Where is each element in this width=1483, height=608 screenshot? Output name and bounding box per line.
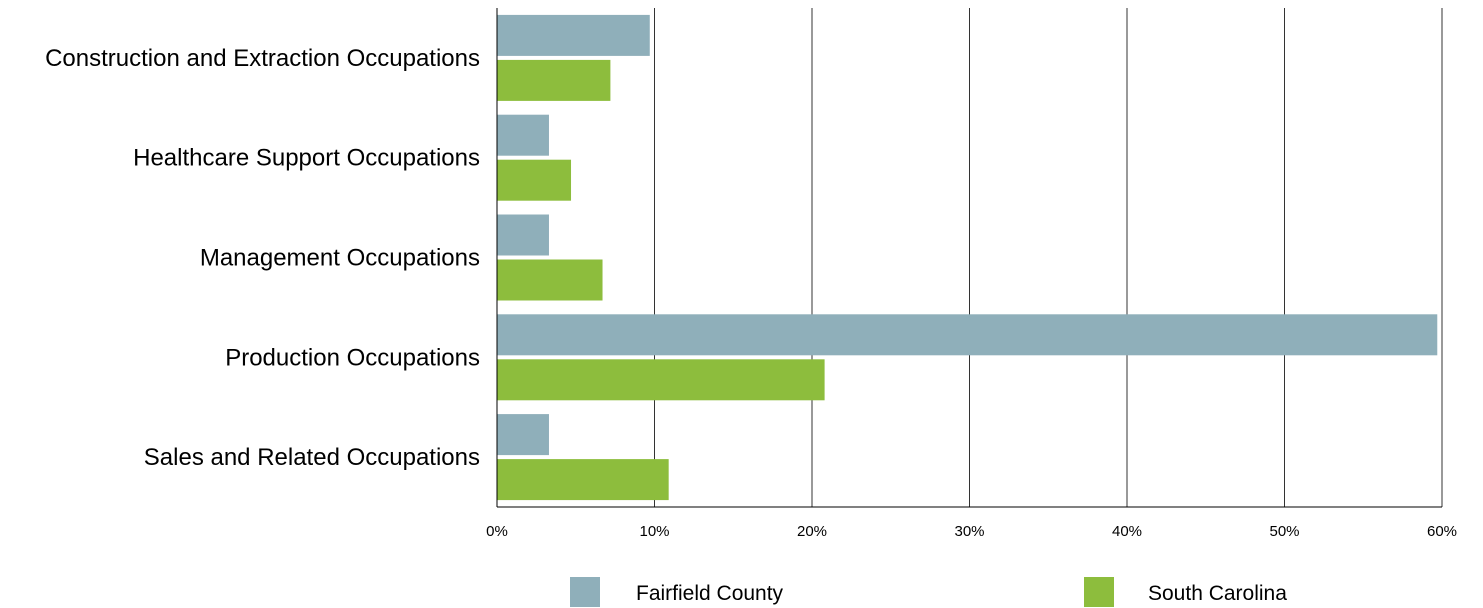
x-tick-label: 50% [1269, 523, 1299, 540]
category-label: Sales and Related Occupations [144, 444, 480, 471]
legend-label: Fairfield County [636, 582, 784, 605]
bar-south-carolina [497, 259, 603, 301]
axis-layer [496, 8, 1442, 508]
x-tick-label: 20% [797, 523, 827, 540]
grid-layer [654, 8, 1443, 507]
bar-fairfield-county [497, 314, 1438, 356]
bar-fairfield-county [497, 14, 650, 56]
category-label: Healthcare Support Occupations [133, 145, 480, 172]
bar-fairfield-county [497, 414, 549, 456]
x-tick-label: 60% [1427, 523, 1457, 540]
legend-label: South Carolina [1148, 582, 1287, 605]
legend-swatch [570, 577, 600, 607]
bar-layer [497, 14, 1438, 501]
x-tick-label: 30% [954, 523, 984, 540]
category-label: Production Occupations [225, 344, 480, 371]
x-tick-label: 0% [486, 523, 508, 540]
bar-fairfield-county [497, 214, 549, 256]
bar-south-carolina [497, 159, 572, 201]
bar-south-carolina [497, 59, 611, 101]
bar-fairfield-county [497, 114, 549, 156]
x-tick-label: 40% [1112, 523, 1142, 540]
legend: Fairfield County South Carolina [570, 577, 1287, 607]
label-layer: 0% 10% 20% 30% 40% 50% 60% Construction and Ext… [45, 45, 1457, 540]
category-label: Management Occupations [200, 245, 480, 272]
legend-swatch [1084, 577, 1114, 607]
bar-south-carolina [497, 459, 669, 501]
category-label: Construction and Extraction Occupations [45, 45, 480, 72]
x-tick-label: 10% [639, 523, 669, 540]
bar-south-carolina [497, 359, 825, 401]
